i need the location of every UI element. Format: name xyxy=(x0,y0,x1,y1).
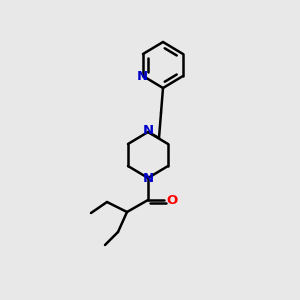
Text: N: N xyxy=(136,70,148,83)
Text: N: N xyxy=(142,172,154,185)
Text: O: O xyxy=(167,194,178,206)
Text: N: N xyxy=(142,124,154,137)
